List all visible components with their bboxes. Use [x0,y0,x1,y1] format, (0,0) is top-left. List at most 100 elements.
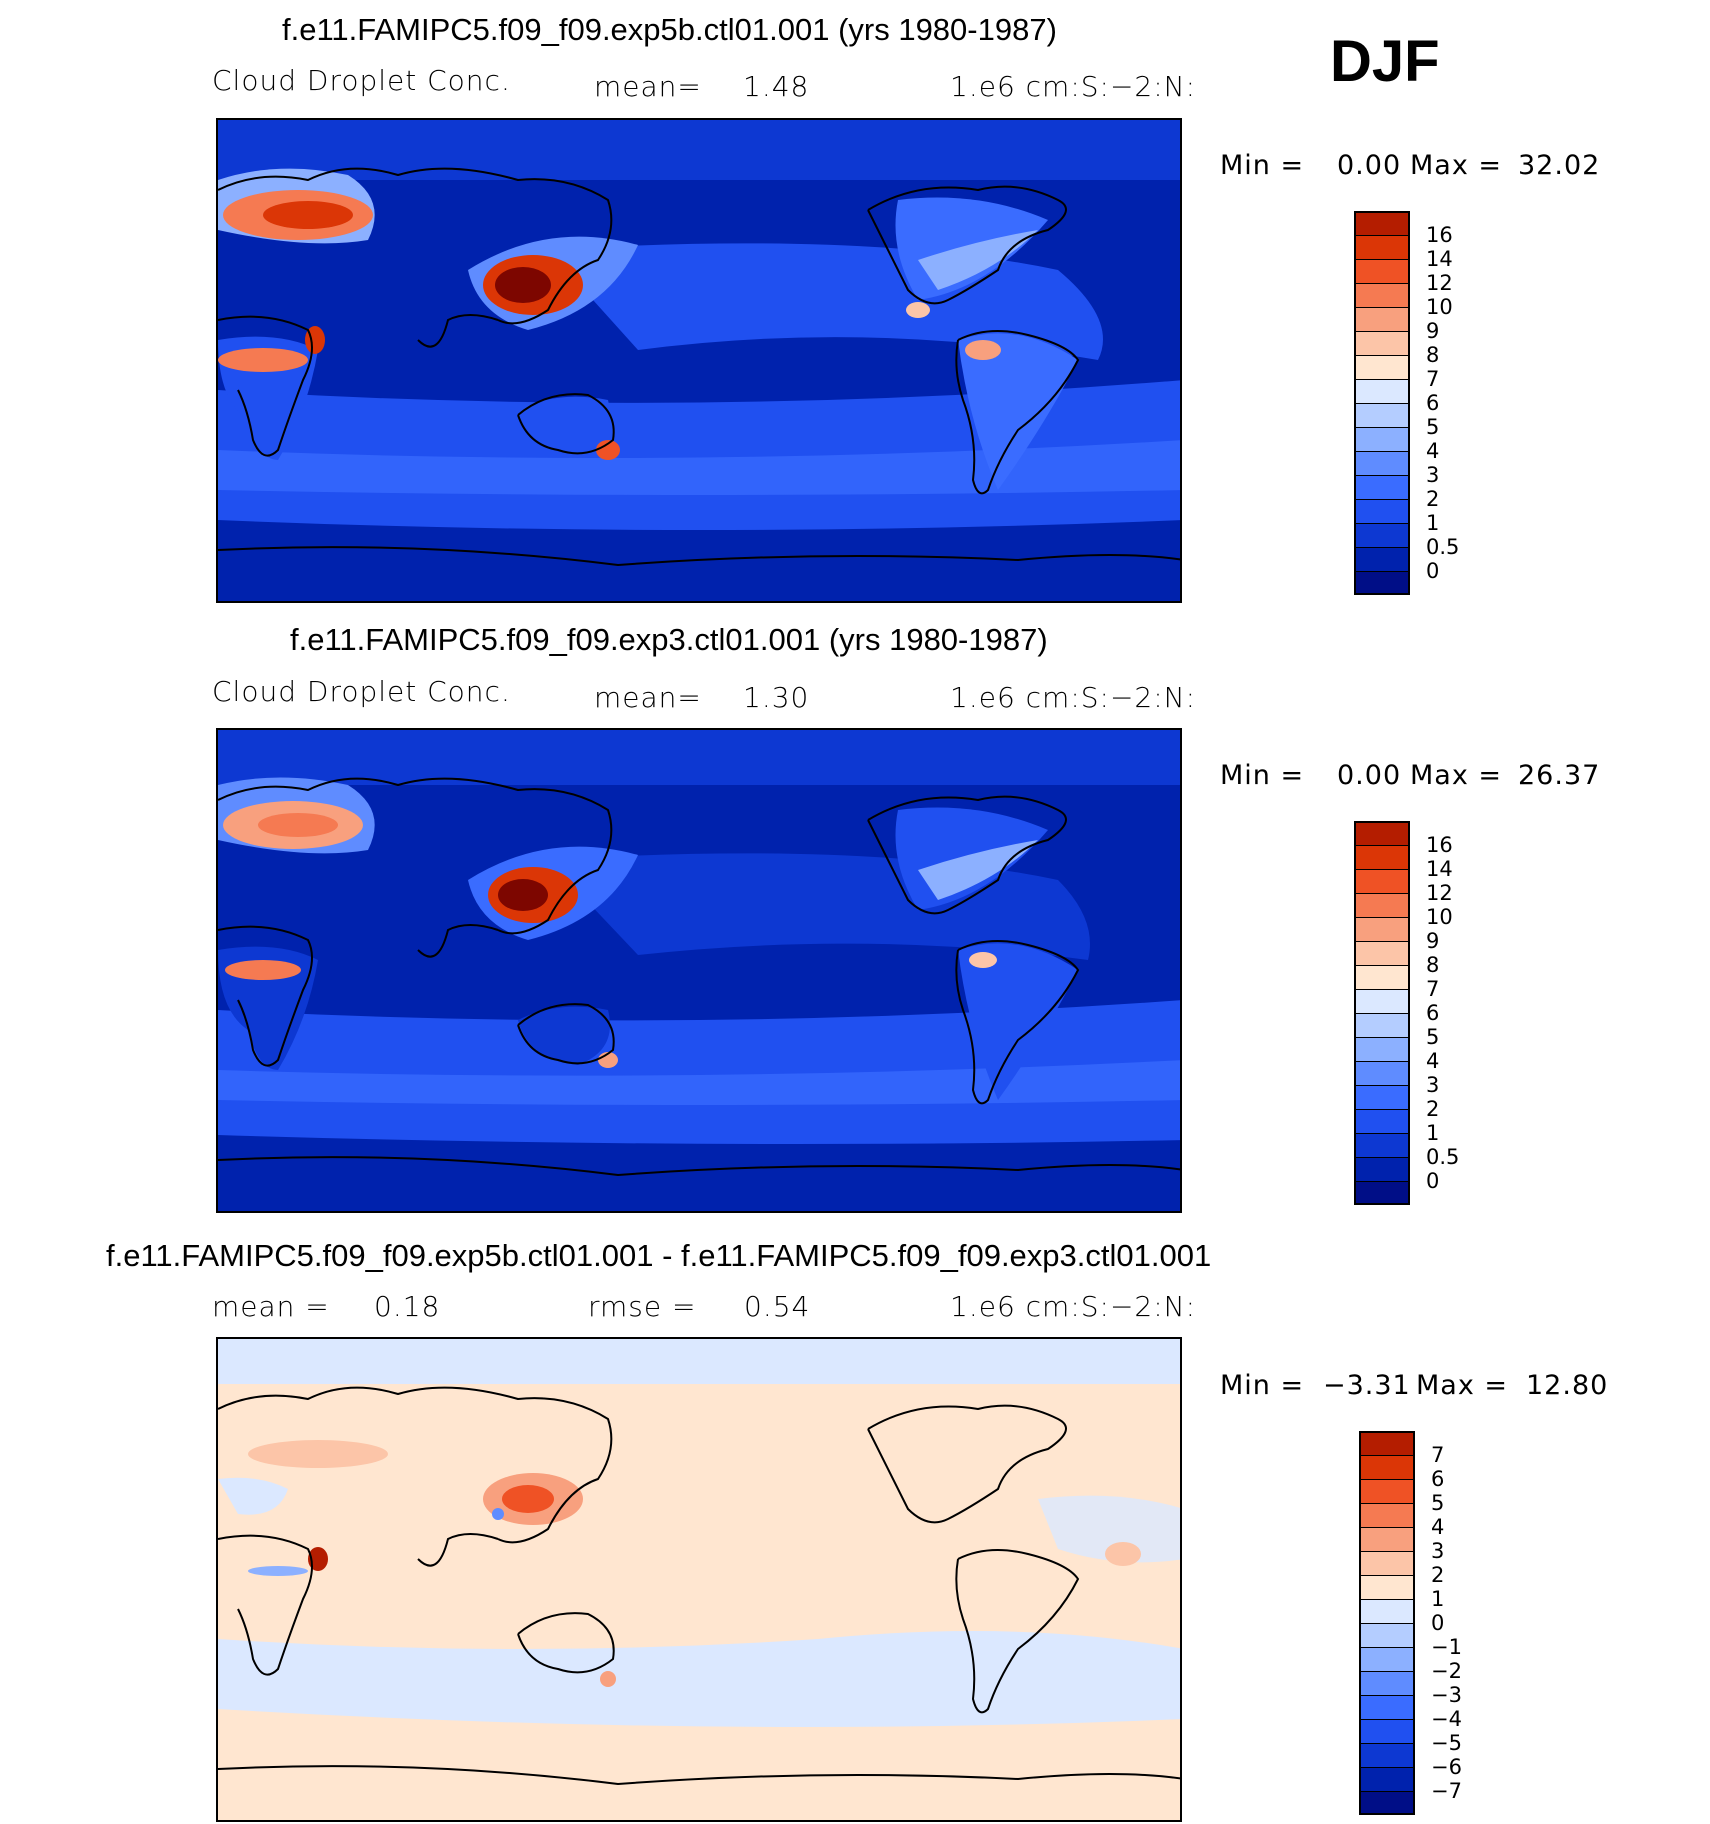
colorbar-swatch [1354,547,1410,571]
mean-label: mean= [594,681,702,714]
colorbar-swatch [1354,893,1410,917]
colorbar-swatch [1354,1085,1410,1109]
colorbar-label: −6 [1431,1755,1462,1779]
colorbar-label: 0.5 [1426,535,1460,559]
colorbar-label: −1 [1431,1635,1462,1659]
map-exp5b-field [218,120,1180,601]
colorbar-swatch [1359,1623,1415,1647]
colorbar-swatch [1354,1037,1410,1061]
colorbar-label: 8 [1426,953,1440,977]
colorbar-label: 14 [1426,247,1453,271]
colorbar-label: 6 [1431,1467,1445,1491]
min-value: 0.00 [1337,150,1402,181]
colorbar-label: 12 [1426,271,1453,295]
colorbar-label: 9 [1426,929,1440,953]
colorbar-swatch [1354,917,1410,941]
colorbar-swatch [1354,1181,1410,1205]
colorbar-swatch [1354,821,1410,845]
colorbar-label: 7 [1431,1443,1445,1467]
colorbar-swatch [1354,571,1410,595]
map-difference [216,1337,1182,1822]
mean-value: 0.18 [374,1290,441,1323]
max-label: Max = [1416,1370,1509,1401]
colorbar-swatch [1359,1767,1415,1791]
map-difference-field [218,1339,1180,1820]
panel-title: f.e11.FAMIPC5.f09_f09.exp3.ctl01.001 (yr… [290,622,1048,657]
colorbar-label: 0 [1426,559,1440,583]
min-value: 0.00 [1337,760,1402,791]
colorbar-swatch [1359,1575,1415,1599]
mean-label: mean = [212,1290,330,1323]
colorbar-label: 2 [1426,487,1440,511]
colorbar-swatch [1354,989,1410,1013]
colorbar-label: 7 [1426,977,1440,1001]
colorbar-swatch [1359,1455,1415,1479]
colorbar-label: 16 [1426,223,1453,247]
colorbar-label: −2 [1431,1659,1462,1683]
min-label: Min = [1220,150,1305,181]
colorbar-label: 14 [1426,857,1453,881]
colorbar-swatch [1354,427,1410,451]
colorbar-label: 3 [1426,1073,1440,1097]
colorbar-swatch [1354,499,1410,523]
colorbar-label: 12 [1426,881,1453,905]
colorbar-swatch [1354,1013,1410,1037]
colorbar-swatch [1359,1695,1415,1719]
colorbar-swatch [1359,1743,1415,1767]
colorbar-label: 5 [1426,1025,1440,1049]
colorbar-label: 2 [1426,1097,1440,1121]
colorbar-label: 4 [1426,1049,1440,1073]
colorbar-swatch [1354,355,1410,379]
colorbar-swatch [1354,235,1410,259]
colorbar-swatch [1359,1791,1415,1815]
colorbar-swatch [1354,211,1410,235]
min-label: Min = [1220,760,1305,791]
colorbar-label: −4 [1431,1707,1462,1731]
map-exp3-field [218,730,1180,1211]
colorbar-swatch [1354,1109,1410,1133]
colorbar-swatch [1359,1719,1415,1743]
colorbar-swatch [1354,869,1410,893]
units-label: 1.e6 cm:S:−2:N: [950,681,1197,714]
colorbar-label: 10 [1426,905,1453,929]
colorbar-label: 9 [1426,319,1440,343]
colorbar-label: 1 [1431,1587,1445,1611]
colorbar-label: 0 [1426,1169,1440,1193]
units-label: 1.e6 cm:S:−2:N: [950,70,1197,103]
max-value: 32.02 [1518,150,1601,181]
colorbar-label: 16 [1426,833,1453,857]
colorbar-swatch [1354,379,1410,403]
colorbar-swatch [1354,403,1410,427]
max-value: 26.37 [1518,760,1601,791]
colorbar-label: 3 [1426,463,1440,487]
colorbar-label: 6 [1426,1001,1440,1025]
colorbar-label: 0 [1431,1611,1445,1635]
map-exp5b [216,118,1182,603]
colorbar-swatch [1354,259,1410,283]
colorbar-swatch [1354,1061,1410,1085]
colorbar-swatch [1354,451,1410,475]
colorbar-label: 10 [1426,295,1453,319]
mean-value: 1.30 [743,681,810,714]
rmse-value: 0.54 [744,1290,811,1323]
colorbar-swatch [1359,1671,1415,1695]
min-value: −3.31 [1323,1370,1411,1401]
units-label: 1.e6 cm:S:−2:N: [950,1290,1197,1323]
colorbar-label: 4 [1431,1515,1445,1539]
colorbar-swatch [1354,941,1410,965]
colorbar-swatch [1354,523,1410,547]
colorbar-swatch [1359,1527,1415,1551]
colorbar-swatch [1354,283,1410,307]
max-label: Max = [1410,150,1503,181]
colorbar-swatch [1359,1479,1415,1503]
colorbar-swatch [1354,1133,1410,1157]
colorbar-swatch [1359,1503,1415,1527]
colorbar-label: −7 [1431,1779,1462,1803]
colorbar-swatch [1359,1551,1415,1575]
colorbar-label: 4 [1426,439,1440,463]
mean-value: 1.48 [743,70,810,103]
colorbar-label: 3 [1431,1539,1445,1563]
variable-label: Cloud Droplet Conc. [212,675,511,708]
map-exp3 [216,728,1182,1213]
colorbar-swatch [1354,1157,1410,1181]
